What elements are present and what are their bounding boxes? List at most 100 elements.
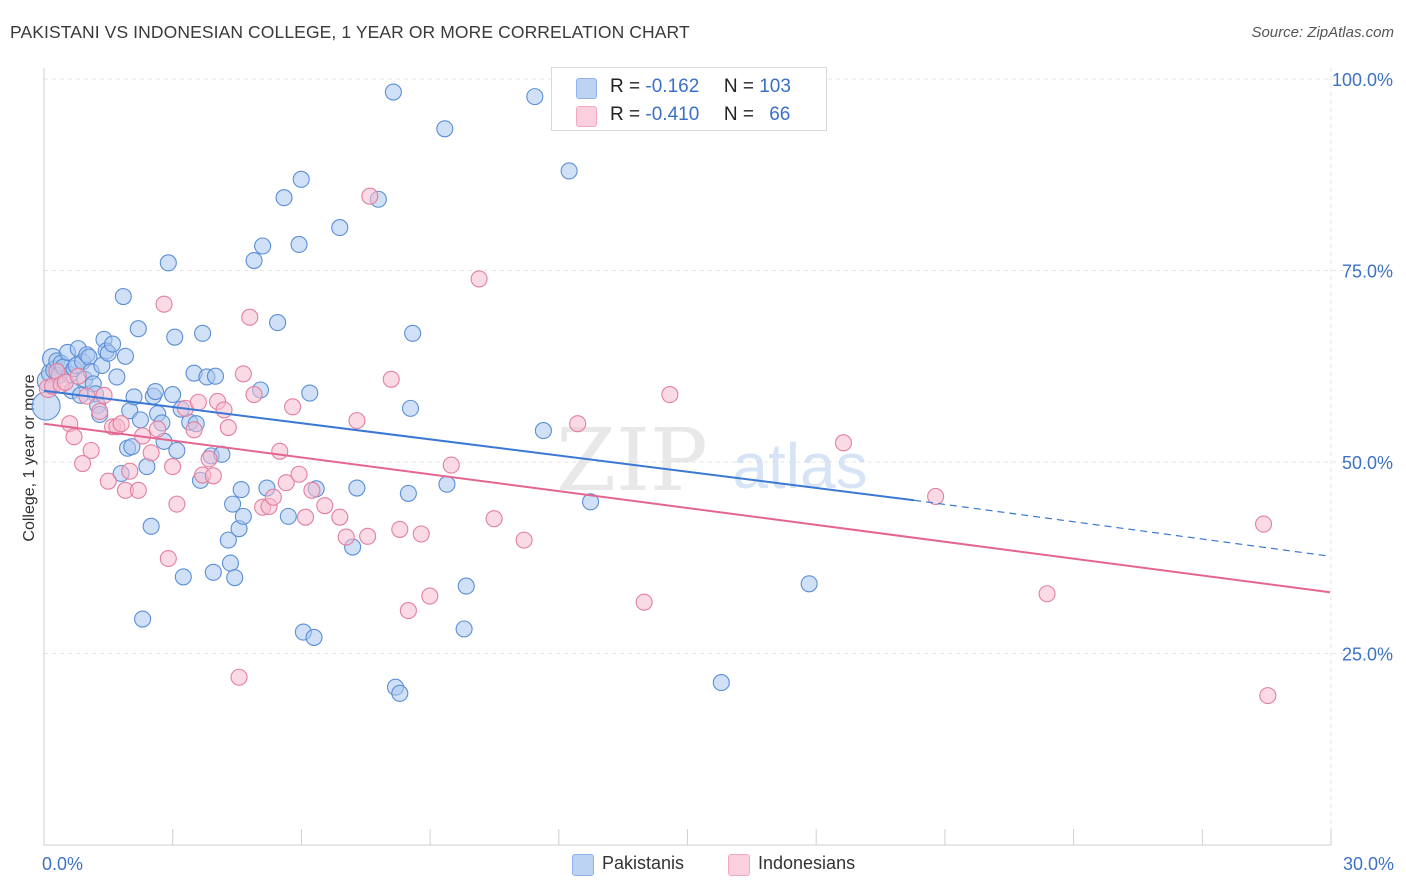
indonesians-point bbox=[121, 462, 139, 480]
indonesians-point bbox=[485, 510, 503, 528]
pakistanis-point bbox=[305, 628, 323, 646]
pakistanis-point bbox=[712, 674, 730, 692]
pakistanis-point bbox=[560, 162, 578, 180]
indonesians-point bbox=[421, 587, 439, 605]
indonesians-point bbox=[200, 450, 218, 468]
indonesians-point bbox=[112, 415, 130, 433]
indonesians-point bbox=[149, 420, 167, 438]
pakistanis-point bbox=[245, 251, 263, 270]
indonesians-point bbox=[189, 393, 207, 411]
indonesians-point bbox=[1255, 515, 1273, 533]
pakistanis-point bbox=[204, 563, 222, 581]
indonesians-point bbox=[635, 593, 653, 611]
stats-r-label: R = bbox=[610, 104, 641, 125]
legend-swatch-indonesians bbox=[728, 854, 750, 876]
pakistanis-point bbox=[384, 83, 402, 101]
indonesians-point bbox=[204, 467, 222, 485]
pakistanis-point bbox=[457, 577, 475, 595]
pakistanis-points bbox=[31, 83, 818, 702]
indonesians-point bbox=[245, 386, 263, 404]
indonesians-point bbox=[264, 488, 282, 506]
indonesians-point bbox=[316, 497, 334, 515]
indonesians-point bbox=[95, 386, 113, 404]
indonesians-point bbox=[164, 458, 182, 476]
indonesians-point bbox=[271, 442, 289, 460]
pakistanis-trend-extension bbox=[914, 499, 1331, 557]
pakistanis-point bbox=[168, 441, 186, 460]
indonesians-point bbox=[215, 401, 233, 419]
pakistanis-point bbox=[526, 88, 544, 106]
x-tick-label-30: 30.0% bbox=[1343, 854, 1394, 874]
correlation-stats-box: R = -0.162 N = 103 R = -0.410 N = 66 bbox=[551, 67, 827, 131]
indonesians-point bbox=[382, 370, 400, 388]
indonesians-point bbox=[290, 465, 308, 483]
stats-swatch-pakistanis bbox=[576, 78, 597, 99]
stats-n-label: N = bbox=[723, 76, 754, 97]
pakistanis-point bbox=[221, 554, 240, 572]
stats-n-value-pakistanis: 103 bbox=[759, 76, 791, 97]
chart-legend: Pakistanis Indonesians bbox=[0, 852, 1406, 878]
indonesians-point bbox=[399, 602, 417, 620]
indonesians-points bbox=[38, 187, 1277, 705]
indonesians-point bbox=[927, 487, 945, 506]
indonesians-point bbox=[1038, 585, 1056, 603]
pakistanis-point bbox=[455, 620, 473, 638]
pakistanis-point bbox=[292, 170, 310, 188]
indonesians-point bbox=[82, 441, 100, 460]
indonesians-point bbox=[155, 295, 173, 313]
pakistanis-point bbox=[206, 367, 225, 385]
pakistanis-point bbox=[254, 237, 272, 255]
pakistanis-point bbox=[146, 382, 165, 401]
pakistanis-point bbox=[174, 568, 192, 586]
indonesians-point bbox=[142, 444, 160, 462]
pakistanis-trend-line bbox=[43, 389, 915, 502]
indonesians-point bbox=[331, 508, 349, 526]
pakistanis-point bbox=[404, 324, 422, 342]
pakistanis-point bbox=[164, 386, 182, 404]
pakistanis-point bbox=[104, 335, 122, 353]
trend-lines bbox=[43, 389, 1331, 594]
stats-n-value-indonesians: 66 bbox=[769, 104, 791, 125]
pakistanis-point bbox=[134, 610, 152, 628]
indonesians-point bbox=[834, 434, 853, 452]
indonesians-point bbox=[230, 668, 248, 686]
stats-swatch-indonesians bbox=[576, 106, 597, 127]
stats-n-label: N = bbox=[723, 104, 754, 125]
indonesians-point bbox=[359, 527, 377, 545]
indonesians-point bbox=[303, 481, 321, 499]
stats-r-label: R = bbox=[610, 76, 641, 97]
pakistanis-point bbox=[534, 422, 552, 440]
stats-r-value-indonesians: -0.410 bbox=[645, 104, 700, 125]
pakistanis-point bbox=[275, 189, 293, 207]
y-tick-label-100: 100.0% bbox=[1332, 70, 1393, 90]
pakistanis-point bbox=[159, 254, 177, 272]
x-tick-label-0: 0.0% bbox=[42, 854, 83, 874]
indonesians-point bbox=[74, 454, 92, 473]
pakistanis-point bbox=[108, 368, 126, 386]
pakistanis-point bbox=[269, 314, 287, 332]
stats-r-value-pakistanis: -0.162 bbox=[645, 76, 700, 97]
indonesians-point bbox=[661, 386, 679, 404]
source-credit: Source: ZipAtlas.com bbox=[1251, 24, 1394, 41]
pakistanis-point bbox=[279, 507, 297, 525]
indonesians-point bbox=[284, 398, 302, 416]
pakistanis-point bbox=[290, 235, 308, 254]
indonesians-point bbox=[296, 508, 315, 526]
y-tick-label-25: 25.0% bbox=[1342, 645, 1393, 665]
legend-label-indonesians: Indonesians bbox=[758, 853, 856, 873]
pakistanis-point bbox=[219, 531, 237, 549]
legend-label-pakistanis: Pakistanis bbox=[602, 853, 685, 873]
pakistanis-point bbox=[436, 120, 454, 138]
indonesians-point bbox=[159, 549, 177, 568]
y-tick-label-75: 75.0% bbox=[1342, 262, 1393, 282]
pakistanis-point bbox=[166, 328, 184, 346]
pakistanis-point bbox=[232, 481, 250, 499]
pakistanis-point bbox=[224, 495, 242, 513]
pakistanis-point bbox=[581, 493, 600, 511]
indonesians-point bbox=[185, 421, 203, 439]
indonesians-point bbox=[99, 472, 117, 490]
legend-swatch-pakistanis bbox=[572, 854, 594, 876]
pakistanis-point bbox=[129, 320, 147, 338]
indonesians-point bbox=[219, 418, 237, 437]
